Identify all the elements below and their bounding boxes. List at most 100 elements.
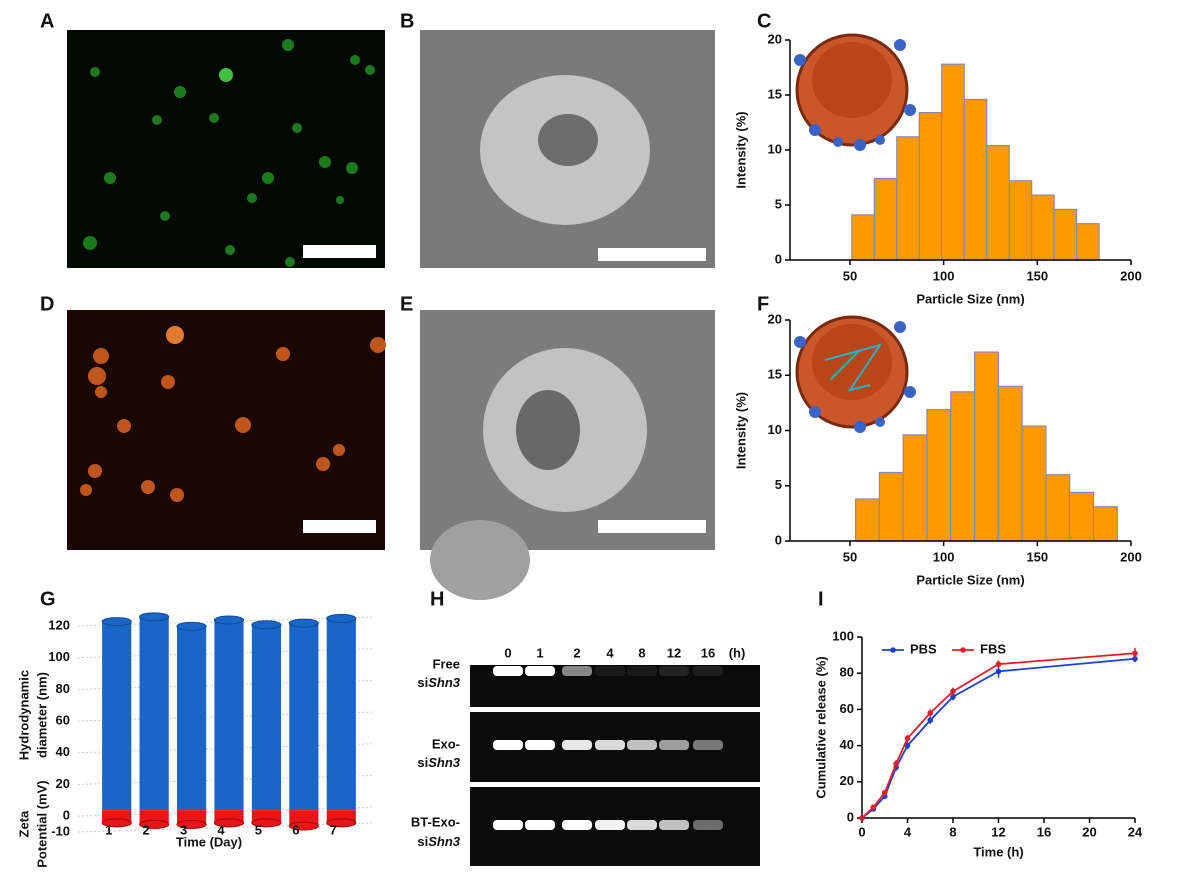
bar bbox=[1045, 474, 1071, 542]
bar bbox=[926, 408, 952, 542]
y-axis-label: Cumulative release (%) bbox=[813, 656, 828, 798]
y-tick-label: 100 bbox=[48, 649, 70, 664]
x-tick-label: 2 bbox=[143, 822, 150, 837]
gel-band bbox=[525, 666, 555, 676]
bar bbox=[918, 111, 943, 261]
cylinder bbox=[326, 618, 356, 811]
micrograph bbox=[67, 310, 385, 550]
y-tick-label: 20 bbox=[768, 31, 782, 46]
grid-line bbox=[77, 822, 373, 833]
y-tick-label: 60 bbox=[56, 713, 70, 728]
x-tick-label: 150 bbox=[1026, 268, 1048, 283]
row-label: BT-Exo- bbox=[411, 814, 460, 829]
vesicle-inset bbox=[794, 33, 916, 151]
legend-marker bbox=[960, 647, 966, 653]
cylinder-end bbox=[176, 621, 207, 631]
legend-label: PBS bbox=[910, 641, 937, 656]
cylinder bbox=[214, 620, 244, 811]
panel-label: G bbox=[40, 588, 56, 610]
lane-label: 1 bbox=[536, 645, 543, 660]
panel-label: F bbox=[757, 293, 769, 315]
cylinder-end bbox=[139, 612, 170, 622]
y-tick-label: 10 bbox=[768, 422, 782, 437]
x-tick-label: 0 bbox=[858, 824, 865, 839]
y-tick-label: 0 bbox=[775, 251, 782, 266]
cylinder-end bbox=[288, 618, 319, 628]
lane-label: 2 bbox=[573, 645, 580, 660]
gene-name: Shn3 bbox=[428, 834, 461, 849]
marker bbox=[893, 760, 899, 767]
gel-band bbox=[659, 666, 689, 676]
row-label: siShn3 bbox=[417, 755, 460, 770]
y-tick-label: 20 bbox=[768, 311, 782, 326]
scale-bar bbox=[303, 245, 376, 258]
lane-label: 12 bbox=[667, 645, 681, 660]
y-tick-label: 5 bbox=[775, 196, 782, 211]
x-axis-label: Time (Day) bbox=[176, 834, 242, 849]
scale-bar bbox=[598, 248, 706, 261]
gel-band bbox=[693, 666, 723, 676]
scale-bar bbox=[303, 520, 376, 533]
marker bbox=[904, 735, 911, 742]
y-tick-label: 120 bbox=[48, 617, 70, 632]
y-tick-label: -10 bbox=[51, 823, 70, 838]
gel-band bbox=[627, 820, 657, 830]
marker bbox=[995, 661, 1002, 667]
y-tick-label: 80 bbox=[56, 681, 70, 696]
vesicle-dots bbox=[83, 39, 375, 267]
x-tick-label: 200 bbox=[1120, 549, 1142, 564]
x-tick-label: 7 bbox=[330, 822, 337, 837]
bar bbox=[1092, 506, 1118, 542]
bar bbox=[1076, 223, 1100, 261]
x-tick-label: 12 bbox=[991, 824, 1005, 839]
bar bbox=[1053, 208, 1078, 261]
cylinder-end bbox=[251, 620, 282, 630]
row-label: siShn3 bbox=[417, 834, 460, 849]
cylinder bbox=[102, 621, 132, 811]
micrograph bbox=[67, 30, 385, 268]
y-tick-label: 100 bbox=[832, 628, 854, 643]
y-tick-label: 0 bbox=[847, 809, 854, 824]
gel-band bbox=[562, 666, 592, 676]
gel: 0 1 2 4 8 12 16 (h) Free siShn3 Exo- siS… bbox=[411, 645, 760, 866]
x-tick-label: 8 bbox=[949, 824, 956, 839]
gel-band bbox=[562, 820, 592, 830]
bar bbox=[997, 385, 1023, 542]
x-tick-label: 5 bbox=[255, 822, 262, 837]
panel-label: B bbox=[400, 10, 414, 32]
vesicle-dots bbox=[80, 326, 386, 502]
cylinder-end bbox=[101, 617, 132, 627]
x-tick-label: 1 bbox=[105, 822, 112, 837]
legend-label: FBS bbox=[980, 641, 1006, 656]
x-axis-label: Particle Size (nm) bbox=[916, 572, 1024, 587]
x-tick-label: 16 bbox=[1037, 824, 1051, 839]
x-tick-label: 4 bbox=[904, 824, 912, 839]
cylinder-end bbox=[288, 821, 319, 831]
marker bbox=[995, 668, 1002, 675]
x-tick-label: 150 bbox=[1026, 549, 1048, 564]
row-label-prefix: si bbox=[417, 755, 428, 770]
cylinder bbox=[176, 626, 207, 811]
panel-label: A bbox=[40, 10, 54, 32]
lane-label: 4 bbox=[606, 645, 614, 660]
bar bbox=[1021, 425, 1047, 542]
y-axis-label: Potential (mV) bbox=[34, 780, 49, 867]
bar bbox=[873, 178, 898, 261]
y-tick-label: 40 bbox=[840, 737, 854, 752]
vesicle-core bbox=[516, 390, 580, 470]
y-tick-label: 15 bbox=[768, 367, 782, 382]
gene-name: Shn3 bbox=[428, 675, 461, 690]
bar bbox=[986, 145, 1010, 261]
gel-band bbox=[595, 740, 625, 750]
panel-label: C bbox=[757, 10, 771, 32]
marker bbox=[859, 815, 865, 821]
x-tick-label: 200 bbox=[1120, 268, 1142, 283]
y-tick-label: 5 bbox=[775, 477, 782, 492]
row-label-prefix: si bbox=[417, 675, 428, 690]
y-tick-label: 10 bbox=[768, 141, 782, 156]
y-tick-label: 20 bbox=[56, 776, 70, 791]
marker bbox=[927, 710, 934, 716]
cylinder-end bbox=[326, 613, 357, 623]
